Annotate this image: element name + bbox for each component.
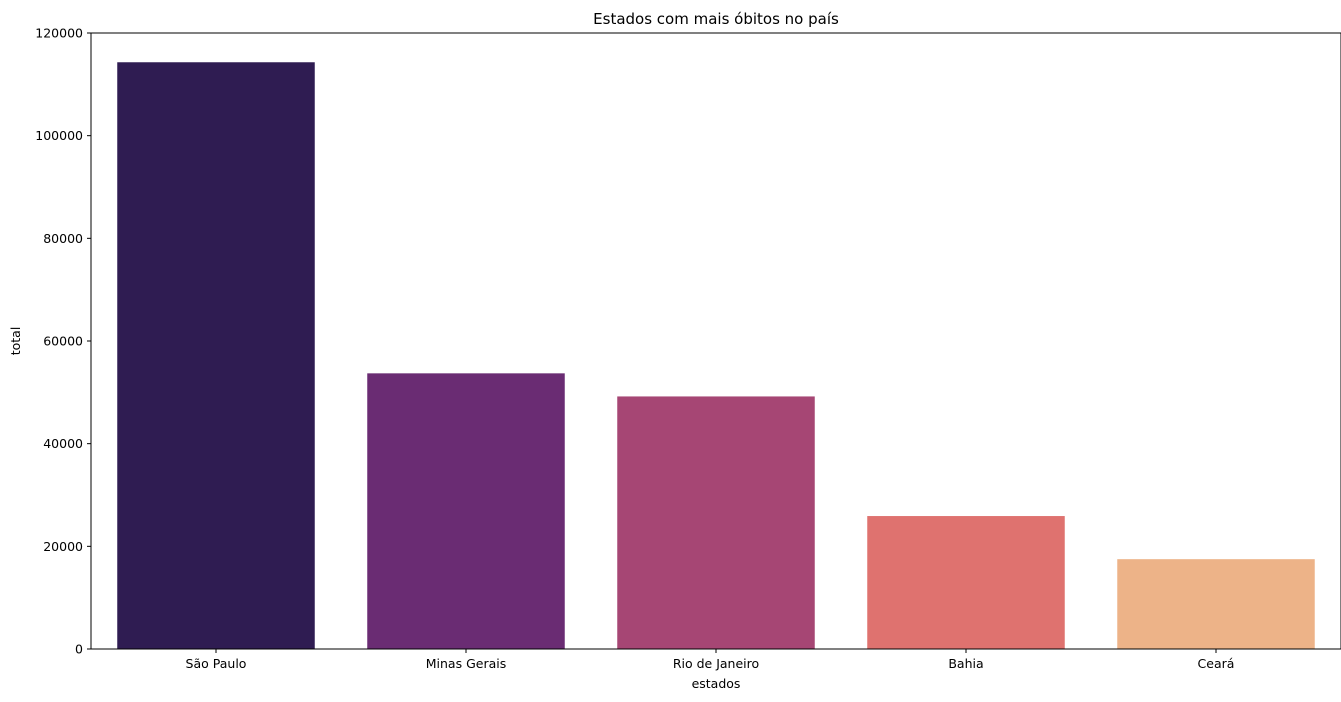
y-tick-label: 60000 bbox=[43, 334, 83, 349]
x-tick-label: Minas Gerais bbox=[426, 656, 507, 671]
x-tick-label: Rio de Janeiro bbox=[673, 656, 759, 671]
bars-group bbox=[117, 62, 1315, 649]
y-tick-label: 100000 bbox=[35, 128, 83, 143]
x-tick-label: São Paulo bbox=[186, 656, 247, 671]
bar-4 bbox=[1117, 559, 1315, 649]
bar-2 bbox=[617, 396, 815, 649]
y-tick-label: 40000 bbox=[43, 436, 83, 451]
y-axis-ticks: 0 20000 40000 60000 80000 100000 120000 bbox=[35, 26, 91, 657]
x-axis-label: estados bbox=[692, 676, 741, 691]
y-tick-label: 120000 bbox=[35, 26, 83, 41]
y-tick-label: 80000 bbox=[43, 231, 83, 246]
x-tick-label: Bahia bbox=[948, 656, 983, 671]
y-axis-label: total bbox=[8, 327, 23, 356]
bar-0 bbox=[117, 62, 315, 649]
bar-1 bbox=[367, 373, 565, 649]
y-tick-label: 20000 bbox=[43, 539, 83, 554]
bar-3 bbox=[867, 516, 1065, 649]
x-tick-label: Ceará bbox=[1198, 656, 1235, 671]
y-tick-label: 0 bbox=[75, 642, 83, 657]
x-axis-ticks: São Paulo Minas Gerais Rio de Janeiro Bahia… bbox=[186, 649, 1235, 671]
chart-title: Estados com mais óbitos no país bbox=[593, 10, 839, 28]
